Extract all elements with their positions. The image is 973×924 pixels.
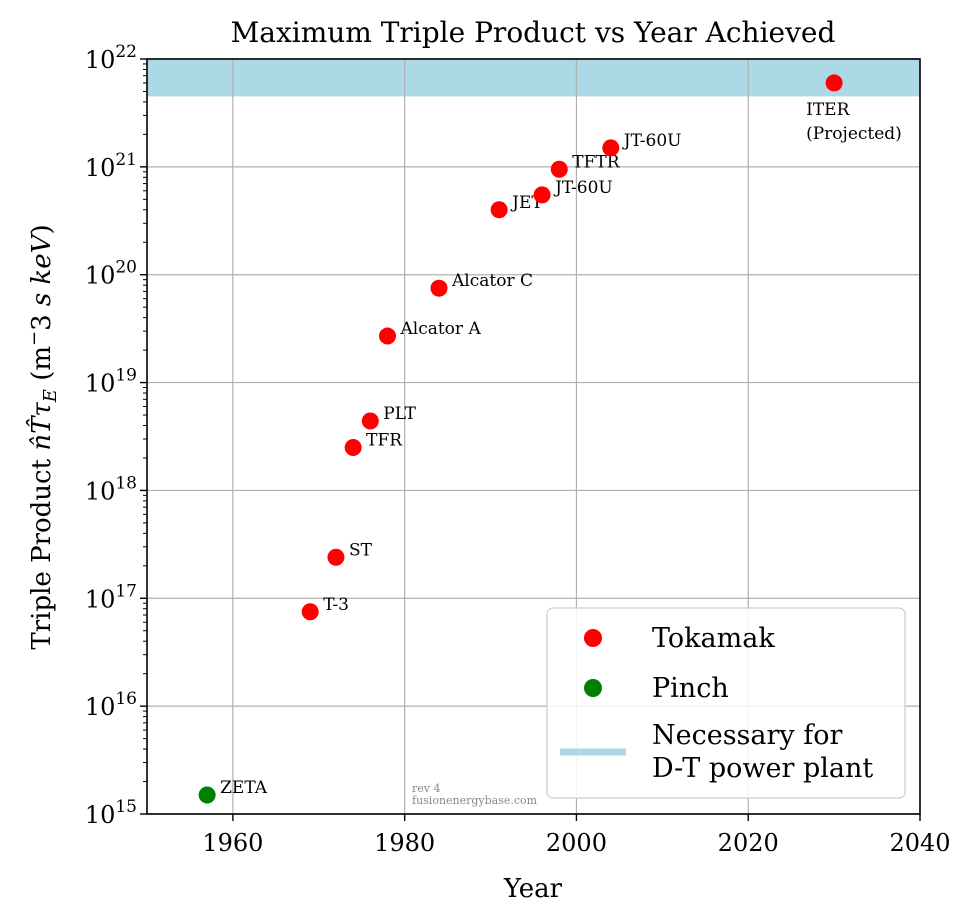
point-label: Alcator A [399, 319, 481, 339]
point-label: PLT [383, 404, 416, 424]
tokamak-point [344, 439, 362, 457]
tokamak-point [327, 548, 345, 566]
tokamak-point [533, 186, 551, 204]
point-label: Alcator C [451, 271, 533, 291]
x-tick-label: 1960 [202, 829, 263, 857]
point-label: T-3 [323, 595, 349, 615]
y-tick-label: 1016 [85, 689, 137, 721]
point-label: ITER (Projected) [806, 100, 902, 144]
tokamak-point [361, 412, 379, 430]
tokamak-point [490, 201, 508, 219]
y-tick-label: 1021 [85, 150, 137, 182]
plot-frame [146, 58, 921, 815]
x-axis-label: Year [503, 874, 563, 904]
tokamak-point [602, 139, 620, 157]
point-label: TFTR [572, 152, 620, 172]
y-tick-label: 1020 [85, 258, 137, 290]
pinch-point [198, 786, 216, 804]
y-axis-label: Triple Product n̂T̂τE (m−3 s keV) [24, 224, 61, 649]
point-label: JT-60U [553, 178, 613, 198]
point-label: ZETA [220, 778, 268, 798]
x-tick-label: 1980 [374, 829, 435, 857]
legend-label: Necessary for D-T power plant [652, 720, 873, 784]
point-label: JT-60U [622, 131, 682, 151]
legend-marker [584, 629, 602, 647]
plot-area: 1960 1980 2000 2020 2040 1015 1016 1017 1018 1019… [85, 42, 951, 857]
y-tick-label: 1017 [85, 581, 137, 613]
point-label: ST [349, 540, 373, 560]
tokamak-point [825, 74, 843, 92]
tokamak-point [550, 160, 568, 178]
tokamak-point [430, 279, 448, 297]
chart-title: Maximum Triple Product vs Year Achieved [231, 16, 836, 49]
x-tick-label: 2000 [546, 829, 607, 857]
legend-marker [584, 679, 602, 697]
y-tick-label: 1019 [85, 366, 137, 398]
x-tick-label: 2040 [889, 829, 950, 857]
legend-label: Pinch [652, 673, 729, 704]
legend: Tokamak Pinch Necessary for D-T power plant [546, 607, 906, 799]
y-tick-label: 1015 [85, 797, 137, 829]
y-tick-label: 1018 [85, 473, 137, 505]
y-tick-label: 1022 [85, 42, 137, 74]
tokamak-point [378, 327, 396, 345]
tokamak-point [301, 603, 319, 621]
dt-power-plant-band [147, 59, 920, 97]
legend-box [546, 607, 906, 799]
watermark: rev 4 fusionenergybase.com [412, 782, 538, 807]
point-label: TFR [366, 431, 403, 451]
legend-label: Tokamak [652, 623, 775, 654]
x-tick-label: 2020 [718, 829, 779, 857]
